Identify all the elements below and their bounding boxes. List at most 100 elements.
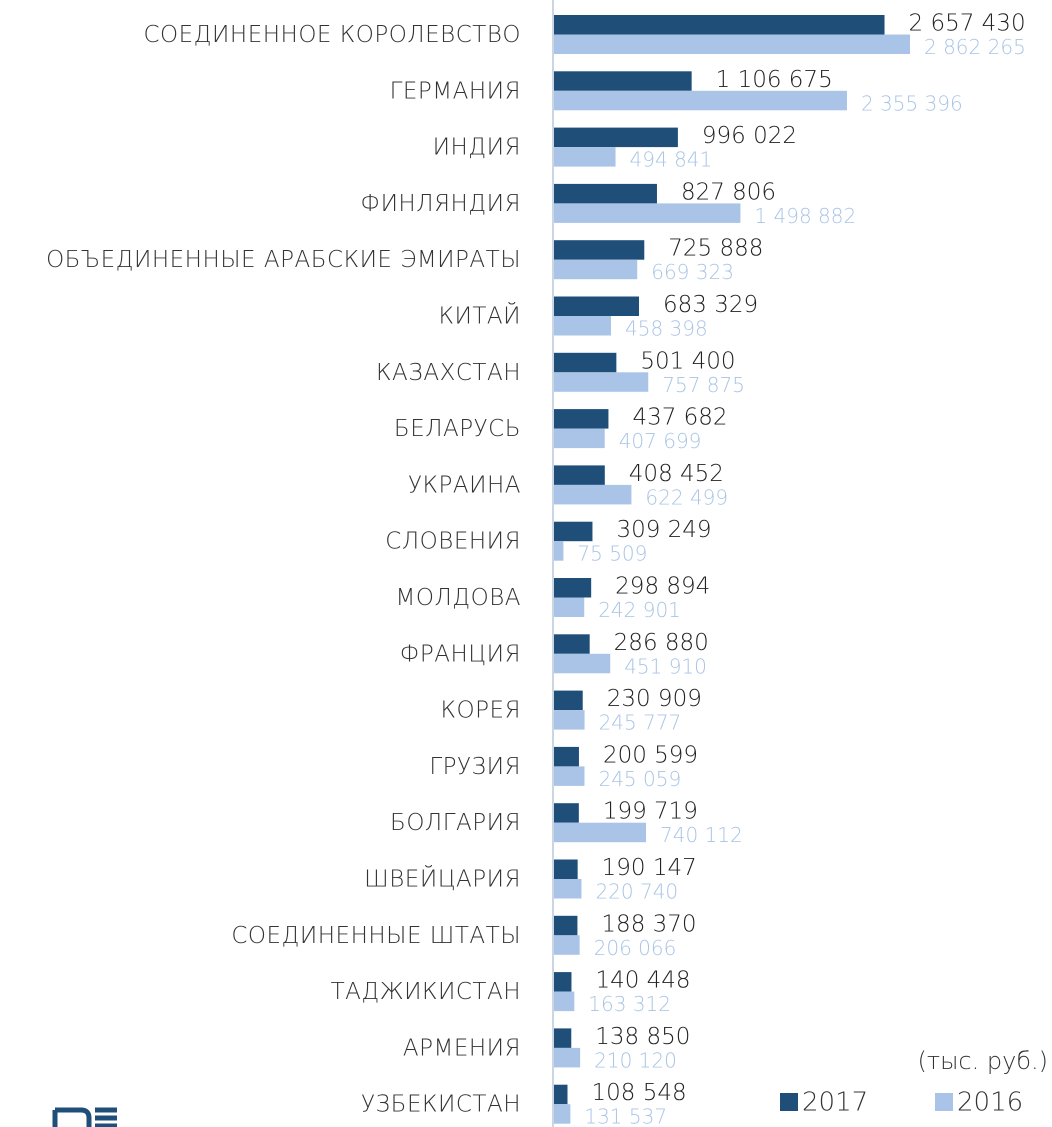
category-label: УКРАИНА <box>408 472 521 498</box>
bar <box>554 71 692 91</box>
bar <box>554 316 612 336</box>
value-label: 286 880 <box>614 630 709 656</box>
value-label: 458 398 <box>625 317 708 341</box>
bar <box>554 766 585 786</box>
bar <box>554 1104 571 1124</box>
bar <box>554 90 847 111</box>
value-label: 75 509 <box>577 542 647 566</box>
bar <box>554 484 632 505</box>
value-label: 451 910 <box>624 654 707 678</box>
category-label: ГЕРМАНИЯ <box>390 78 521 104</box>
value-label: 1 498 882 <box>754 204 856 228</box>
value-label: 996 022 <box>702 123 797 149</box>
value-label: 408 452 <box>629 461 724 487</box>
unit-label: (тыс. руб.) <box>918 1047 1048 1075</box>
bar <box>554 1084 568 1105</box>
category-label: БОЛГАРИЯ <box>390 810 521 836</box>
bar <box>554 1047 581 1068</box>
value-label: 245 777 <box>599 711 682 735</box>
category-label: ОБЪЕДИНЕННЫЕ АРАБСКИЕ ЭМИРАТЫ <box>46 247 521 273</box>
bar <box>554 15 885 35</box>
bar <box>554 203 741 223</box>
bar <box>554 991 575 1012</box>
legend-label: 2016 <box>957 1088 1023 1118</box>
category-label: КАЗАХСТАН <box>376 360 521 386</box>
bar <box>554 859 578 879</box>
value-label: 138 850 <box>595 1024 690 1050</box>
value-label: 494 841 <box>630 148 713 172</box>
value-label: 200 599 <box>603 742 698 768</box>
value-label: 622 499 <box>645 485 728 509</box>
bar <box>554 352 617 373</box>
value-label: 163 312 <box>588 992 671 1016</box>
category-label: СОЕДИНЕННЫЕ ШТАТЫ <box>231 923 521 949</box>
bar <box>554 972 572 992</box>
value-label: 2 657 430 <box>909 11 1026 37</box>
value-label: 683 329 <box>663 292 758 318</box>
value-label: 1 106 675 <box>716 67 833 93</box>
value-label: 309 249 <box>616 517 711 543</box>
category-label: ТАДЖИКИСТАН <box>331 979 521 1005</box>
category-label: АРМЕНИЯ <box>403 1035 521 1061</box>
legend-swatch <box>780 1093 798 1111</box>
bar <box>554 34 910 54</box>
value-label: 437 682 <box>632 405 727 431</box>
value-label: 757 875 <box>662 373 745 397</box>
value-label: 220 740 <box>595 880 678 904</box>
bar <box>554 653 611 674</box>
category-label: ИНДИЯ <box>433 135 521 161</box>
bar <box>554 915 578 936</box>
bar <box>554 428 605 449</box>
category-label: СОЕДИНЕННОЕ КОРОЛЕВСТВО <box>143 22 521 48</box>
bar <box>554 409 609 429</box>
bar <box>554 183 657 204</box>
value-label: 740 112 <box>660 823 743 847</box>
value-label: 188 370 <box>601 911 696 937</box>
bar <box>554 240 645 260</box>
legend-swatch <box>935 1093 953 1111</box>
category-label: ФРАНЦИЯ <box>400 641 521 667</box>
value-label: 407 699 <box>619 429 702 453</box>
category-label: ШВЕЙЦАРИЯ <box>364 865 521 893</box>
category-label: КОРЕЯ <box>441 698 521 724</box>
bar <box>554 541 564 561</box>
bar <box>554 372 649 392</box>
value-label: 230 909 <box>607 686 702 712</box>
bar <box>554 296 639 316</box>
bar <box>554 259 638 280</box>
value-label: 108 548 <box>592 1080 687 1106</box>
bar <box>554 634 590 654</box>
bar <box>554 1028 572 1048</box>
bar <box>554 127 678 148</box>
category-label: МОЛДОВА <box>396 585 522 611</box>
value-label: 190 147 <box>602 855 697 881</box>
bar <box>554 803 579 823</box>
bar <box>554 935 580 955</box>
bar <box>554 879 582 899</box>
value-label: 725 888 <box>668 236 763 262</box>
bar <box>554 822 647 843</box>
bar <box>554 597 585 617</box>
value-label: 827 806 <box>681 179 776 205</box>
value-label: 2 355 396 <box>861 91 963 115</box>
value-label: 140 448 <box>595 968 690 994</box>
value-label: 669 323 <box>651 260 734 284</box>
bar <box>554 578 592 598</box>
category-label: КИТАЙ <box>438 302 521 330</box>
value-label: 501 400 <box>640 348 735 374</box>
bar <box>554 690 583 711</box>
category-label: ГРУЗИЯ <box>429 754 521 780</box>
legend-label: 2017 <box>802 1088 868 1118</box>
bar <box>554 710 585 730</box>
value-label: 210 120 <box>594 1048 677 1072</box>
bar <box>554 465 605 485</box>
value-label: 199 719 <box>603 799 698 825</box>
value-label: 245 059 <box>598 767 681 791</box>
category-label: БЕЛАРУСЬ <box>394 416 521 442</box>
value-label: 2 862 265 <box>924 35 1026 59</box>
category-label: ФИНЛЯНДИЯ <box>360 191 521 217</box>
bar <box>554 521 593 542</box>
value-label: 206 066 <box>594 936 677 960</box>
bar <box>554 746 579 767</box>
